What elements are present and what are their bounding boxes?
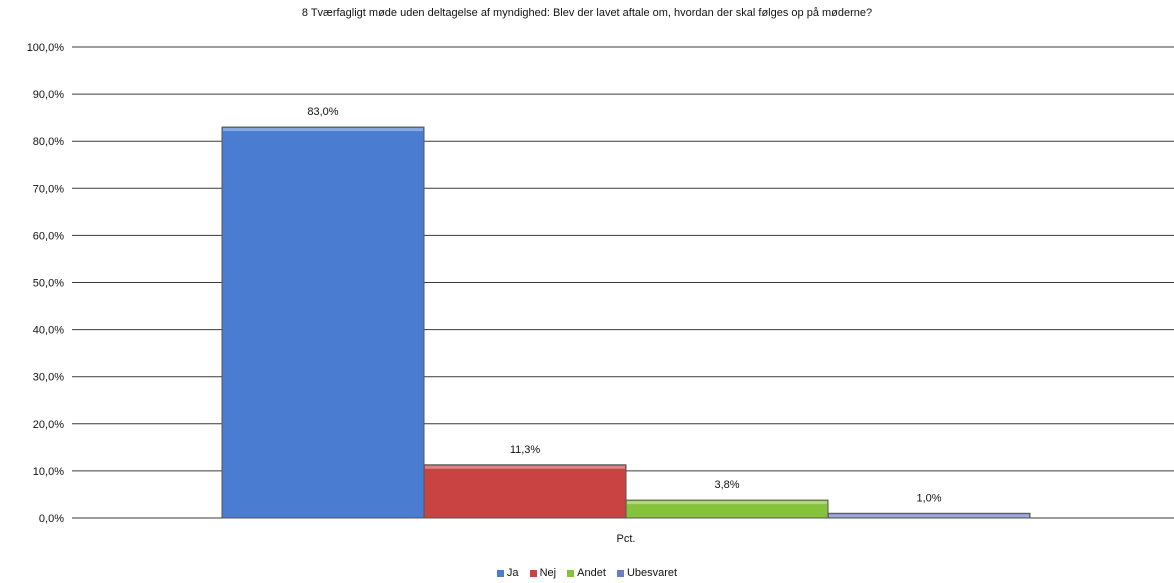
y-tick-label: 60,0%	[33, 230, 64, 242]
y-tick-label: 40,0%	[33, 325, 64, 337]
legend-swatch-ubesvaret	[616, 569, 624, 577]
data-label-nej: 11,3%	[510, 444, 541, 456]
legend-item-andet: Andet	[567, 567, 606, 579]
legend-swatch-andet	[567, 569, 575, 577]
y-tick-label: 50,0%	[33, 278, 64, 290]
legend-label-ja: Ja	[506, 567, 519, 579]
x-category-label: Pct.	[617, 533, 636, 545]
data-label-andet: 3,8%	[714, 479, 739, 491]
legend-item-ubesvaret: Ubesvaret	[616, 567, 678, 579]
bar-ubesvaret	[827, 512, 1031, 519]
bar-highlight	[627, 501, 827, 505]
y-tick-label: 70,0%	[33, 183, 64, 195]
legend-label-ubesvaret: Ubesvaret	[626, 567, 678, 579]
y-tick-label: 10,0%	[33, 466, 64, 478]
chart-title: 8 Tværfagligt møde uden deltagelse af my…	[301, 7, 873, 19]
bar-andet	[625, 499, 829, 519]
data-label-ubesvaret: 1,0%	[916, 492, 941, 504]
legend: Ja Nej Andet Ubesvaret	[0, 567, 1174, 579]
y-tick-label: 80,0%	[33, 136, 64, 148]
y-tick-label: 20,0%	[33, 419, 64, 431]
legend-swatch-ja	[496, 569, 504, 577]
legend-item-nej: Nej	[529, 567, 557, 579]
bar-ja	[221, 126, 425, 519]
y-tick-label: 90,0%	[33, 89, 64, 101]
bar-nej	[423, 464, 627, 519]
bar-highlight	[829, 514, 1029, 518]
bar-chart: 0,0% 10,0% 20,0% 30,0% 40,0% 50,0% 60,0% 70,0% 8…	[27, 42, 1174, 545]
bar-highlight	[425, 465, 625, 469]
y-tick-label: 0,0%	[39, 513, 64, 525]
y-tick-label: 100,0%	[27, 42, 65, 54]
data-label-ja: 83,0%	[307, 106, 338, 118]
legend-swatch-nej	[529, 569, 537, 577]
y-tick-label: 30,0%	[33, 372, 64, 384]
legend-label-andet: Andet	[577, 567, 606, 579]
legend-label-nej: Nej	[539, 567, 557, 579]
legend-item-ja: Ja	[496, 567, 519, 579]
bar-highlight	[223, 128, 423, 132]
